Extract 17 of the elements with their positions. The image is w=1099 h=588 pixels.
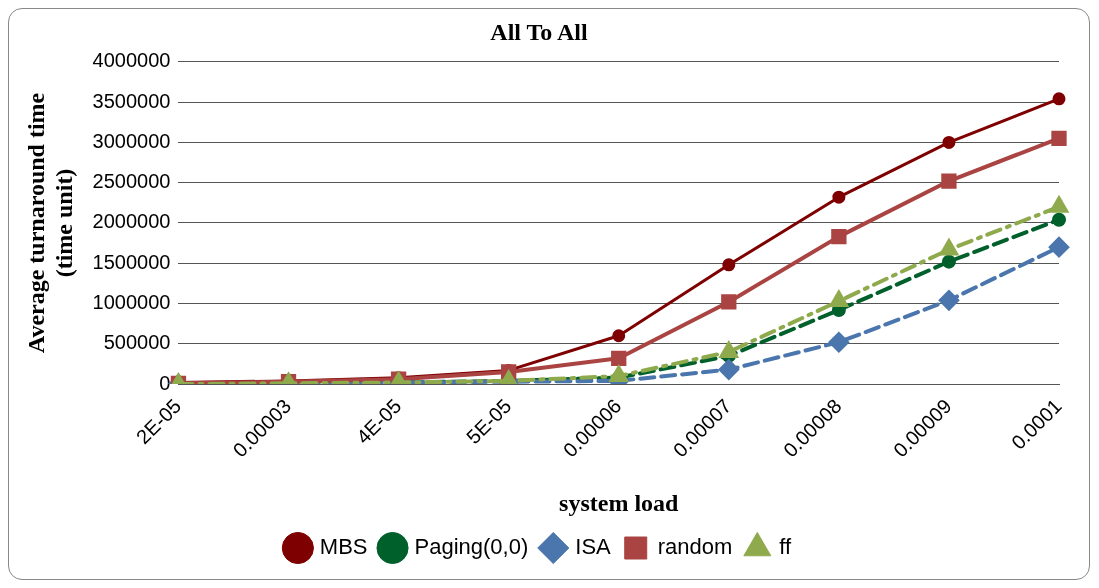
y-tick-label: 2500000: [92, 170, 171, 193]
y-axis-title: Average turnaround time (time unit): [22, 92, 78, 354]
y-tick-label: 500000: [103, 331, 171, 354]
y-tick-label: 1000000: [92, 291, 171, 314]
x-axis-title: system load: [559, 489, 680, 516]
legend-label: ISA: [575, 534, 612, 560]
y-tick-label: 0: [159, 371, 171, 394]
legend-label: ff: [779, 534, 793, 560]
legend-label: random: [657, 534, 733, 560]
y-tick-label: 2000000: [92, 210, 171, 233]
chart-title: All To All: [490, 18, 589, 45]
y-tick-label: 4000000: [92, 49, 171, 72]
y-tick-label: 1500000: [92, 250, 171, 273]
legend-label: MBS: [319, 534, 368, 560]
legend-label: Paging(0,0): [414, 534, 529, 560]
y-tick-label: 3000000: [92, 129, 171, 152]
y-tick-label: 3500000: [92, 89, 171, 112]
